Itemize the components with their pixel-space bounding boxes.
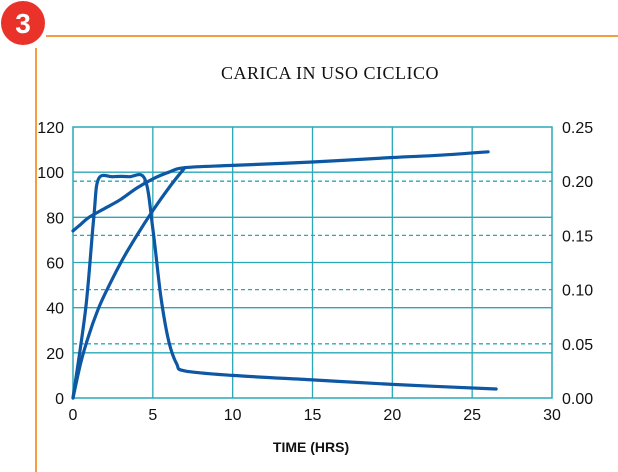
x-tick-label: 25 — [463, 407, 481, 424]
y2-tick-label: 0.15 — [562, 228, 593, 245]
y-tick-label: 0 — [55, 391, 64, 408]
series-line-2 — [71, 166, 187, 400]
plot-border — [72, 126, 553, 399]
badge-number: 3 — [15, 8, 31, 39]
y-tick-label: 40 — [46, 301, 64, 318]
y2-tick-label: 0.20 — [562, 174, 593, 191]
x-tick-label: 0 — [69, 407, 78, 424]
plot-area: 0 5 10 15 20 25 30 0 20 40 60 80 100 120 0.00 0.05 0.10 0… — [37, 120, 593, 424]
y-tick-label: 80 — [46, 210, 64, 227]
number-badge: 3 — [1, 1, 45, 45]
series-line-1 — [71, 150, 490, 233]
x-tick-label: 10 — [224, 407, 242, 424]
x-tick-label: 20 — [383, 407, 401, 424]
y2-tick-label: 0.10 — [562, 283, 593, 300]
x-tick-label: 30 — [543, 407, 561, 424]
y2-tick-label: 0.25 — [562, 120, 593, 137]
x-axis-label: TIME (HRS) — [273, 439, 349, 455]
series-line-3 — [71, 172, 498, 400]
y-tick-label: 120 — [37, 120, 64, 137]
chart-title: CARICA IN USO CICLICO — [221, 63, 439, 83]
y2-tick-label: 0.05 — [562, 337, 593, 354]
y-tick-label: 60 — [46, 256, 64, 273]
badge-circle — [1, 1, 45, 45]
x-tick-label: 15 — [304, 407, 322, 424]
x-tick-label: 5 — [148, 407, 157, 424]
y-tick-label: 20 — [46, 346, 64, 363]
y-tick-label: 100 — [37, 165, 64, 182]
y2-tick-label: 0.00 — [562, 391, 593, 408]
